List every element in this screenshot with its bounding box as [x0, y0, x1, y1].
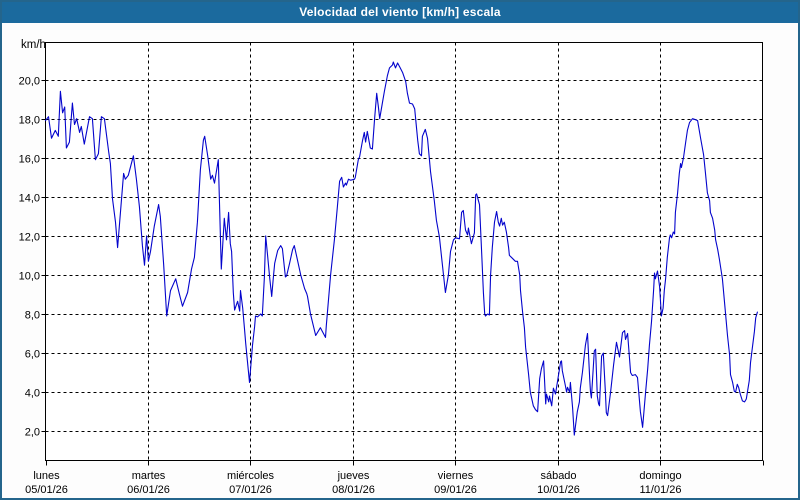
y-axis-tick-label: 4,0 — [25, 388, 40, 400]
y-axis-tick-label: 14,0 — [19, 193, 40, 205]
plot-area — [45, 42, 763, 461]
x-axis-date-label: 06/01/26 — [127, 484, 170, 496]
x-axis-day-label: jueves — [337, 470, 370, 482]
x-axis-day-label: lunes — [33, 470, 60, 482]
x-axis-day-label: sábado — [540, 470, 576, 482]
y-axis-tick-label: 6,0 — [25, 349, 40, 361]
y-axis-unit-label: km/h — [21, 39, 46, 51]
y-axis-tick-label: 18,0 — [19, 115, 40, 127]
x-axis-day-label: martes — [132, 470, 166, 482]
chart-title: Velocidad del viento [km/h] escala — [299, 5, 501, 19]
y-axis-tick-label: 10,0 — [19, 271, 40, 283]
y-axis-tick-label: 12,0 — [19, 232, 40, 244]
wind-speed-line — [44, 61, 758, 436]
x-axis-day-label: domingo — [639, 470, 681, 482]
x-axis-date-label: 10/01/26 — [537, 484, 580, 496]
x-axis-day-label: viernes — [438, 470, 474, 482]
chart-title-bar: Velocidad del viento [km/h] escala — [2, 2, 798, 23]
y-axis-tick-label: 16,0 — [19, 154, 40, 166]
y-axis-tick-label: 20,0 — [19, 76, 40, 88]
x-axis-date-label: 11/01/26 — [639, 484, 681, 496]
y-axis-tick-label: 8,0 — [25, 310, 40, 322]
x-axis-date-label: 05/01/26 — [25, 484, 68, 496]
x-axis-date-label: 07/01/26 — [229, 484, 272, 496]
x-axis-day-label: miércoles — [227, 470, 275, 482]
y-axis-tick-label: 2,0 — [25, 427, 40, 439]
x-axis-date-label: 09/01/26 — [434, 484, 477, 496]
x-axis-date-label: 08/01/26 — [332, 484, 375, 496]
